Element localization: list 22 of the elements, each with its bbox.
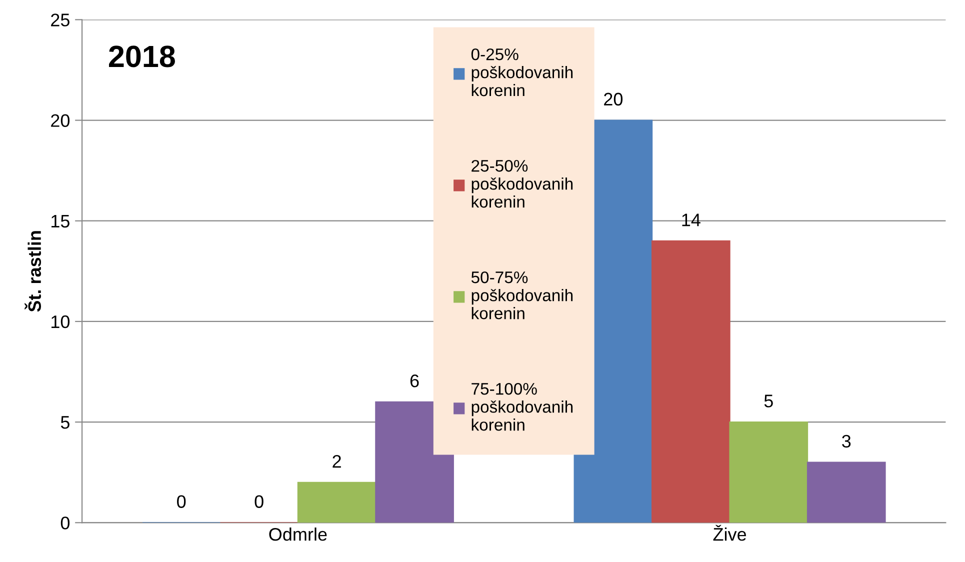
legend-label: 75-100% poškodovanih korenin [472,382,573,431]
data-label: 5 [764,394,773,408]
y-tick-label: 20 [51,114,70,127]
data-label: 0 [177,495,186,508]
data-label: 6 [410,374,419,388]
x-tick-label: Žive [713,524,746,541]
legend-label: 25-50% poškodovanih korenin [472,160,573,208]
y-tick-label: 5 [60,416,70,429]
data-label: 2 [332,454,341,468]
data-label: 0 [254,495,264,508]
data-label: 20 [604,92,623,106]
x-tick-label: Odmrle [269,528,327,541]
legend-label: 0-25% poškodovanih korenin [471,48,573,96]
y-tick-label: 0 [60,516,70,530]
y-axis-title: Št. rastlin [24,231,42,312]
y-tick-label: 25 [51,14,70,26]
y-tick-label: 15 [52,214,70,228]
legend-label: 50-75% poškodovanih korenin [471,271,573,320]
y-tick-label: 10 [52,315,70,328]
data-label: 14 [682,214,700,226]
data-label: 3 [842,434,851,448]
text: 2018 [108,46,175,68]
